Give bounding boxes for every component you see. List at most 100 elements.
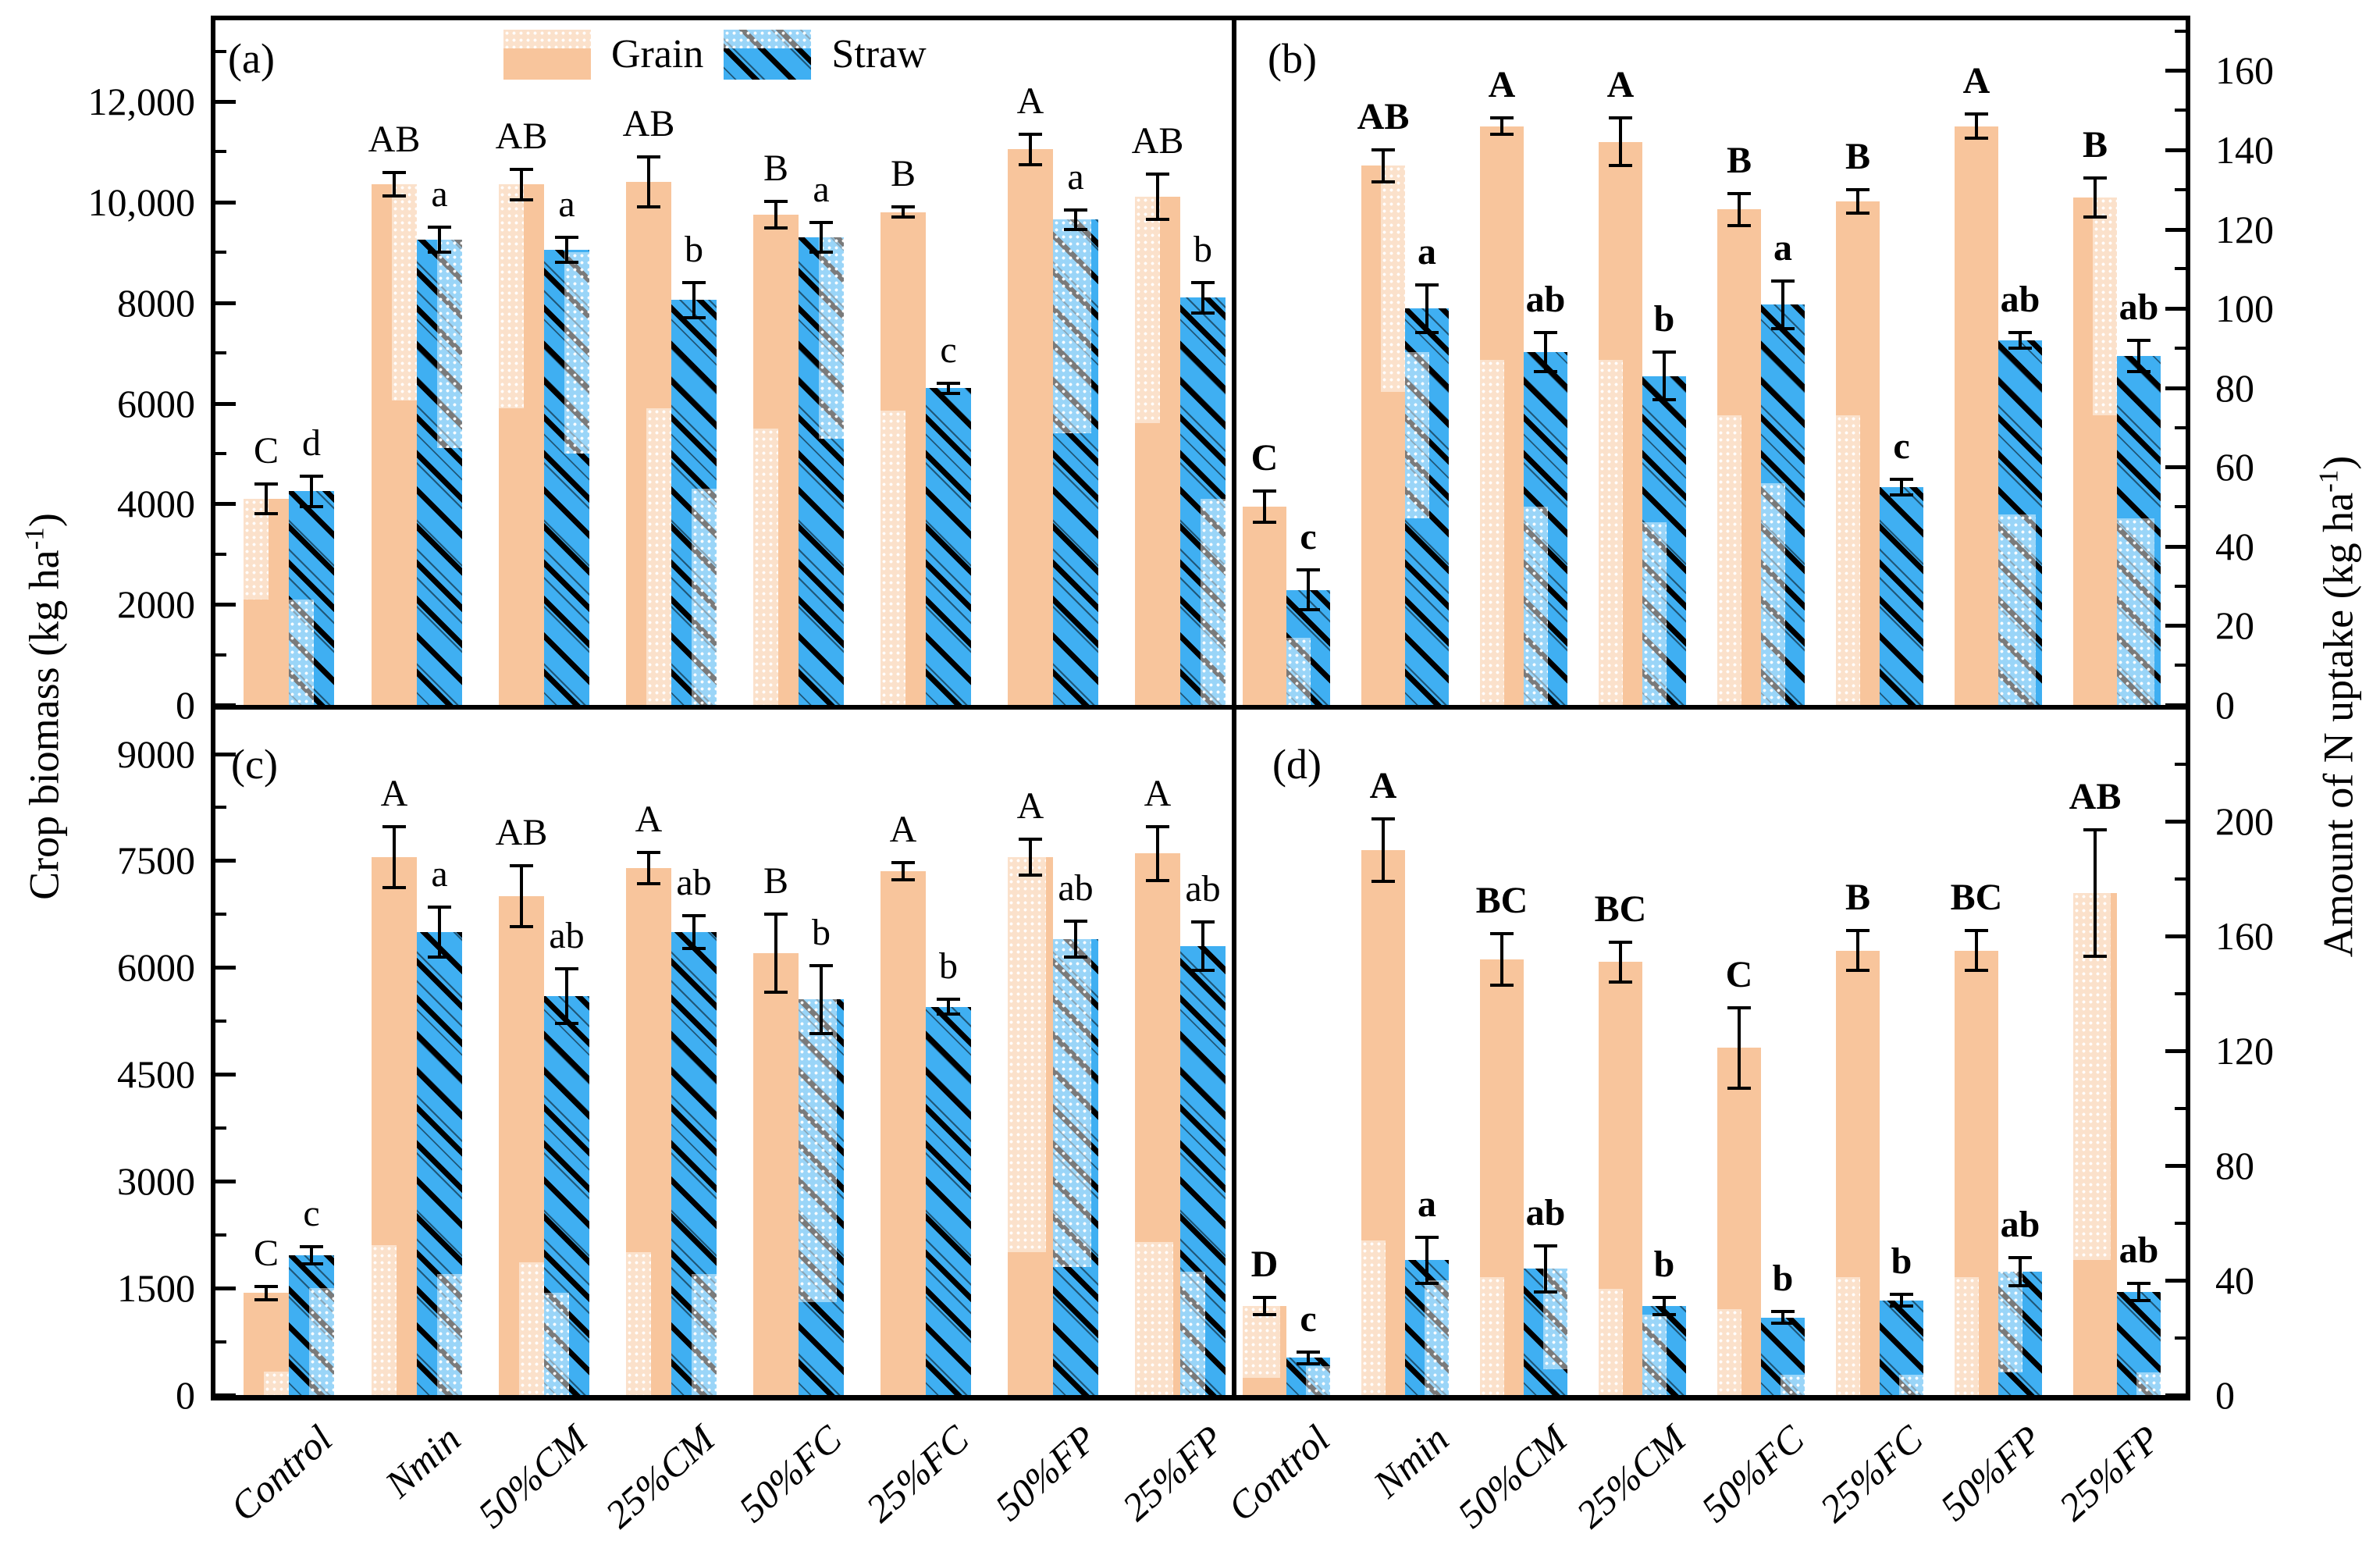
- y-tick-label: 120: [2215, 207, 2274, 251]
- grain-bar-Control: [1243, 507, 1286, 705]
- error-bar-cap-top: [2127, 338, 2151, 342]
- dotted-texture-overlay: [264, 1371, 289, 1395]
- error-bar-cap-bottom: [1019, 873, 1042, 877]
- minor-tick: [2175, 505, 2186, 509]
- error-bar-cap-bottom: [809, 251, 833, 254]
- significance-letter: B: [763, 859, 788, 902]
- error-bar-cap-top: [937, 998, 960, 1002]
- error-bar-cap-bottom: [809, 1032, 833, 1036]
- error-bar: [902, 207, 905, 218]
- error-bar: [393, 173, 396, 197]
- error-bar: [2094, 177, 2097, 218]
- grain-bar-Nmin: [372, 184, 417, 705]
- error-bar-cap-bottom: [1297, 608, 1320, 612]
- error-bar-cap-top: [1064, 208, 1087, 212]
- major-tick: [215, 752, 236, 756]
- error-bar: [774, 913, 777, 993]
- error-bar-cap-top: [1297, 568, 1320, 572]
- panel-label: (d): [1272, 741, 1322, 788]
- error-bar-cap-top: [1609, 116, 1632, 120]
- error-bar-cap-bottom: [555, 1021, 578, 1025]
- dotted-texture-overlay: [1053, 938, 1092, 1267]
- x-category-label: 50%FP: [1932, 1416, 2051, 1529]
- error-bar: [2137, 1283, 2140, 1301]
- x-category-label: Control: [222, 1416, 341, 1530]
- legend: Grain Straw: [503, 30, 927, 80]
- significance-letter: BC: [1594, 888, 1647, 930]
- error-bar-cap-bottom: [1371, 180, 1395, 183]
- error-bar: [1307, 1351, 1310, 1364]
- error-bar-cap-top: [1019, 132, 1042, 136]
- error-bar: [1856, 189, 1859, 214]
- error-bar: [310, 1247, 313, 1265]
- error-bar: [1382, 818, 1385, 882]
- y-tick-label: 40: [2215, 524, 2254, 568]
- error-bar-cap-bottom: [937, 391, 960, 395]
- error-bar: [1500, 933, 1503, 985]
- error-bar: [1201, 282, 1204, 313]
- significance-letter: AB: [2069, 776, 2122, 818]
- error-bar: [265, 483, 268, 514]
- y-tick-label: 0: [176, 1373, 195, 1417]
- grain-bar-Nmin: [372, 856, 417, 1395]
- significance-letter: c: [1893, 425, 1910, 467]
- error-bar: [820, 965, 823, 1034]
- dotted-texture-overlay: [1480, 360, 1504, 705]
- error-bar-cap-top: [1890, 477, 1913, 481]
- dotted-texture-overlay: [819, 237, 844, 439]
- straw-bar-Nmin: [417, 240, 462, 705]
- significance-letter: C: [1725, 954, 1753, 996]
- error-bar-cap-bottom: [1146, 879, 1169, 883]
- error-bar: [947, 999, 950, 1014]
- major-tick: [215, 603, 236, 607]
- error-bar: [1781, 1311, 1784, 1324]
- x-category-label: 25%FP: [1114, 1416, 1233, 1529]
- grain-bar-25%CM: [1599, 141, 1642, 705]
- error-bar: [2094, 830, 2097, 956]
- error-bar: [1074, 921, 1077, 957]
- error-bar-cap-top: [1191, 920, 1215, 924]
- error-bar: [438, 906, 441, 957]
- error-bar: [1074, 209, 1077, 230]
- straw-bar-25%FC: [1880, 1300, 1923, 1395]
- error-bar: [1029, 839, 1032, 875]
- error-bar-cap-bottom: [1965, 136, 1988, 140]
- minor-tick: [2175, 584, 2186, 588]
- dotted-texture-overlay: [1599, 360, 1623, 705]
- minor-tick: [215, 912, 226, 916]
- error-bar: [1156, 826, 1159, 881]
- error-bar-cap-bottom: [682, 316, 706, 319]
- significance-letter: b: [685, 228, 703, 270]
- error-bar-cap-bottom: [1415, 330, 1439, 334]
- error-bar: [438, 227, 441, 253]
- error-bar-cap-top: [1609, 940, 1632, 944]
- significance-letter: C: [253, 429, 279, 472]
- minor-tick: [215, 351, 226, 355]
- error-bar-cap-top: [764, 912, 788, 916]
- y-tick-label: 160: [2215, 914, 2274, 959]
- error-bar-cap-top: [1846, 187, 1869, 191]
- error-bar-cap-bottom: [1253, 1313, 1276, 1317]
- grain-bar-50%FC: [753, 953, 799, 1395]
- significance-letter: B: [763, 147, 788, 189]
- y-tick-label: 80: [2215, 365, 2254, 410]
- dotted-texture-overlay: [646, 407, 671, 705]
- dotted-texture-overlay: [1306, 1366, 1330, 1395]
- grain-bar-50%CM: [499, 896, 544, 1395]
- minor-tick: [2175, 1106, 2186, 1110]
- significance-letter: a: [1418, 1183, 1436, 1225]
- error-bar: [820, 222, 823, 253]
- significance-letter: D: [1250, 1244, 1279, 1286]
- minor-tick: [215, 251, 226, 254]
- error-bar: [902, 863, 905, 881]
- error-bar-cap-top: [2083, 176, 2107, 180]
- x-category-label: 50%FP: [987, 1416, 1105, 1529]
- straw-bar-50%CM: [544, 995, 589, 1395]
- error-bar-cap-top: [1371, 817, 1395, 820]
- significance-letter: A: [1016, 785, 1044, 827]
- significance-letter: ab: [1525, 278, 1566, 320]
- error-bar: [2019, 1257, 2022, 1287]
- error-bar-cap-top: [1652, 1296, 1676, 1300]
- grain-bar-Nmin: [1361, 850, 1405, 1395]
- significance-letter: b: [812, 911, 831, 953]
